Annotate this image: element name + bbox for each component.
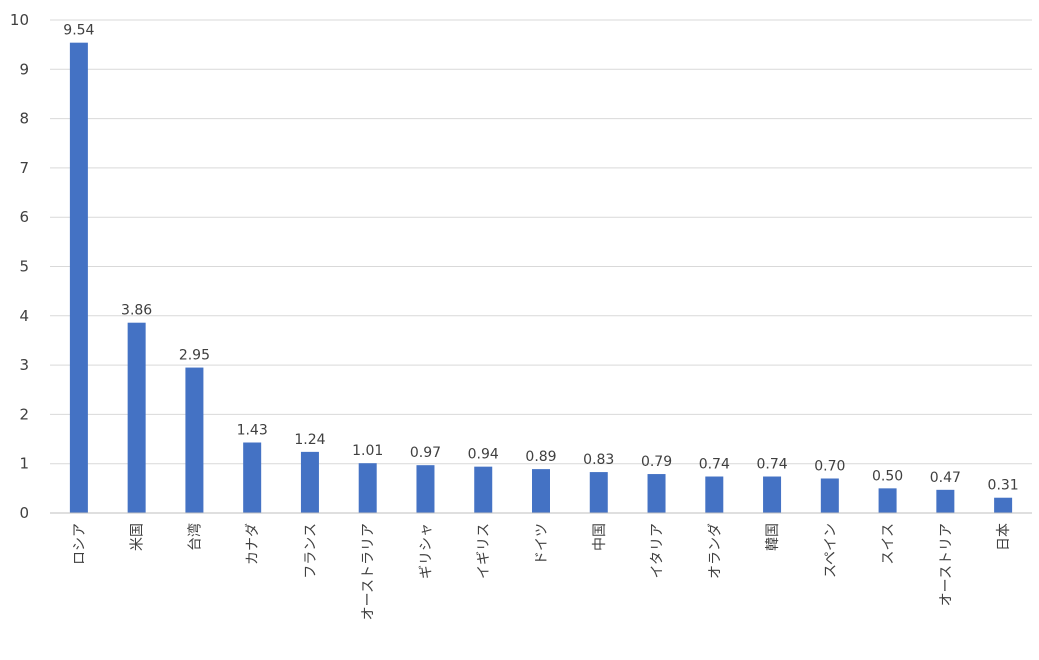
bar bbox=[474, 466, 493, 513]
x-category-label: カナダ bbox=[245, 523, 261, 565]
x-category-label: フランス bbox=[303, 523, 319, 579]
x-category-label: スペイン bbox=[823, 523, 839, 578]
x-category-label: 台湾 bbox=[186, 523, 203, 551]
bar bbox=[532, 469, 550, 513]
bar bbox=[69, 42, 88, 513]
x-category-label: イタリア bbox=[650, 523, 666, 578]
data-label: 0.74 bbox=[699, 457, 730, 473]
data-labels: 9.54 3.86 2.95 1.43 1.24 1.01 0.97 0.94 0.89 0.83… bbox=[63, 23, 1018, 494]
bar bbox=[300, 451, 319, 513]
bar bbox=[820, 478, 839, 513]
data-label: 0.79 bbox=[641, 454, 672, 470]
x-category-label: ドイツ bbox=[534, 523, 550, 565]
x-category-label: 日本 bbox=[996, 523, 1012, 551]
bar bbox=[705, 476, 724, 513]
bars bbox=[69, 42, 1013, 513]
bar bbox=[358, 463, 377, 513]
y-tick-label: 5 bbox=[19, 258, 29, 276]
y-tick-label: 2 bbox=[19, 405, 29, 423]
y-tick-label: 9 bbox=[19, 60, 29, 78]
data-label: 1.43 bbox=[237, 423, 268, 439]
data-label: 1.01 bbox=[352, 443, 383, 459]
data-label: 0.31 bbox=[988, 478, 1019, 494]
y-tick-label: 6 bbox=[19, 208, 29, 226]
x-category-label: 中国 bbox=[592, 523, 608, 551]
y-tick-label: 3 bbox=[19, 356, 29, 374]
data-label: 0.89 bbox=[525, 449, 556, 465]
x-category-label: オーストリア bbox=[938, 523, 954, 606]
data-label: 0.94 bbox=[468, 447, 499, 463]
y-axis-ticks: 0 1 2 3 4 5 6 7 8 9 10 bbox=[10, 11, 29, 522]
data-label: 0.50 bbox=[872, 468, 903, 484]
gridlines bbox=[50, 19, 1032, 465]
data-label: 0.47 bbox=[930, 470, 961, 486]
data-label: 0.97 bbox=[410, 445, 441, 461]
bar bbox=[185, 367, 204, 513]
data-label: 0.70 bbox=[814, 458, 845, 474]
x-category-label: 米国 bbox=[130, 523, 146, 551]
y-tick-label: 1 bbox=[19, 455, 29, 473]
bar bbox=[243, 442, 262, 513]
bar bbox=[127, 322, 146, 513]
x-axis-categories: ロシア 米国 台湾 カナダ フランス オーストラリア ギリシャ イギリス ドイツ 中国 イタリア オラ… bbox=[72, 523, 1012, 620]
bar bbox=[647, 474, 666, 513]
data-label: 0.74 bbox=[756, 457, 787, 473]
y-tick-label: 4 bbox=[19, 307, 29, 325]
data-label: 9.54 bbox=[63, 23, 94, 39]
x-category-label: 韓国 bbox=[765, 523, 781, 551]
x-category-label: オランダ bbox=[707, 523, 723, 579]
data-label: 0.83 bbox=[583, 452, 614, 468]
bar bbox=[936, 489, 955, 513]
y-tick-label: 0 bbox=[19, 504, 29, 522]
y-tick-label: 10 bbox=[10, 11, 29, 29]
data-label: 1.24 bbox=[294, 432, 325, 448]
y-tick-label: 8 bbox=[19, 110, 29, 128]
x-category-label: ギリシャ bbox=[418, 523, 434, 579]
x-category-label: ロシア bbox=[72, 523, 88, 565]
data-label: 2.95 bbox=[179, 348, 210, 364]
bar bbox=[589, 472, 608, 513]
bar bbox=[416, 465, 435, 513]
y-tick-label: 7 bbox=[19, 159, 29, 177]
bar bbox=[878, 488, 897, 513]
bar bbox=[763, 476, 782, 513]
bar bbox=[994, 497, 1013, 513]
data-label: 3.86 bbox=[121, 303, 152, 319]
x-category-label: オーストラリア bbox=[361, 523, 377, 620]
x-category-label: スイス bbox=[881, 523, 897, 565]
x-category-label: イギリス bbox=[476, 523, 492, 579]
